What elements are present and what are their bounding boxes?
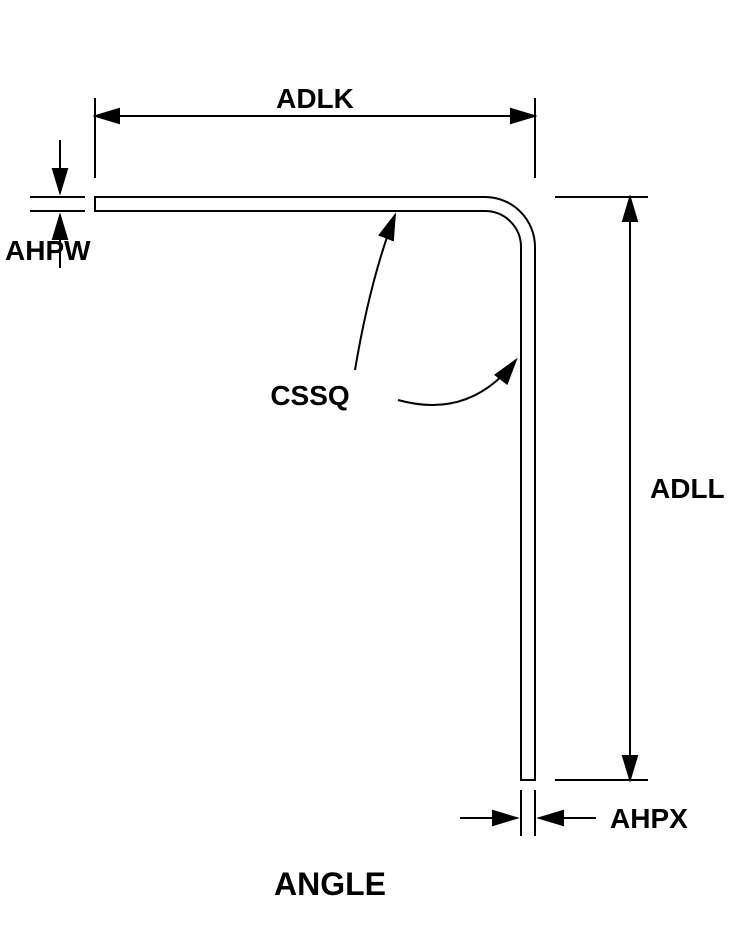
- label-adlk: ADLK: [276, 83, 354, 114]
- callout-cssq: CSSQ: [270, 215, 516, 411]
- dimension-adlk: ADLK: [95, 83, 535, 178]
- label-ahpw: AHPW: [5, 235, 91, 266]
- dimension-ahpx: AHPX: [460, 790, 688, 836]
- dimension-ahpw: AHPW: [5, 140, 91, 268]
- angle-bar-outline: [95, 197, 535, 780]
- label-adll: ADLL: [650, 473, 725, 504]
- angle-diagram: ADLK ADLL AHPW AHPX CSSQ ANGLE: [0, 0, 739, 935]
- dimension-adll: ADLL: [555, 197, 725, 780]
- diagram-title: ANGLE: [274, 866, 386, 902]
- label-cssq: CSSQ: [270, 380, 349, 411]
- label-ahpx: AHPX: [610, 803, 688, 834]
